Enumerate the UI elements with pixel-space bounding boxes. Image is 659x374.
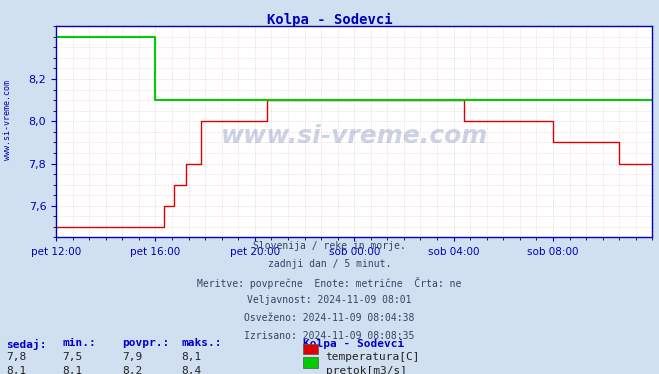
- Text: www.si-vreme.com: www.si-vreme.com: [3, 80, 13, 160]
- Text: Izrisano: 2024-11-09 08:08:35: Izrisano: 2024-11-09 08:08:35: [244, 331, 415, 341]
- Text: sedaj:: sedaj:: [7, 338, 47, 349]
- Text: www.si-vreme.com: www.si-vreme.com: [221, 124, 488, 148]
- Text: 8,4: 8,4: [181, 366, 202, 374]
- Text: 7,8: 7,8: [7, 352, 27, 362]
- Text: 8,1: 8,1: [181, 352, 202, 362]
- Text: povpr.:: povpr.:: [122, 338, 169, 349]
- Text: 7,5: 7,5: [63, 352, 83, 362]
- Text: min.:: min.:: [63, 338, 96, 349]
- Text: 8,2: 8,2: [122, 366, 142, 374]
- Text: maks.:: maks.:: [181, 338, 221, 349]
- Text: Kolpa - Sodevci: Kolpa - Sodevci: [267, 13, 392, 27]
- Text: pretok[m3/s]: pretok[m3/s]: [326, 366, 407, 374]
- Text: zadnji dan / 5 minut.: zadnji dan / 5 minut.: [268, 259, 391, 269]
- Text: 8,1: 8,1: [63, 366, 83, 374]
- Text: Slovenija / reke in morje.: Slovenija / reke in morje.: [253, 241, 406, 251]
- Text: 8,1: 8,1: [7, 366, 27, 374]
- Text: Kolpa - Sodevci: Kolpa - Sodevci: [303, 338, 405, 349]
- Text: Veljavnost: 2024-11-09 08:01: Veljavnost: 2024-11-09 08:01: [247, 295, 412, 305]
- Text: temperatura[C]: temperatura[C]: [326, 352, 420, 362]
- Text: 7,9: 7,9: [122, 352, 142, 362]
- Text: Osveženo: 2024-11-09 08:04:38: Osveženo: 2024-11-09 08:04:38: [244, 313, 415, 323]
- Text: Meritve: povprečne  Enote: metrične  Črta: ne: Meritve: povprečne Enote: metrične Črta:…: [197, 277, 462, 289]
